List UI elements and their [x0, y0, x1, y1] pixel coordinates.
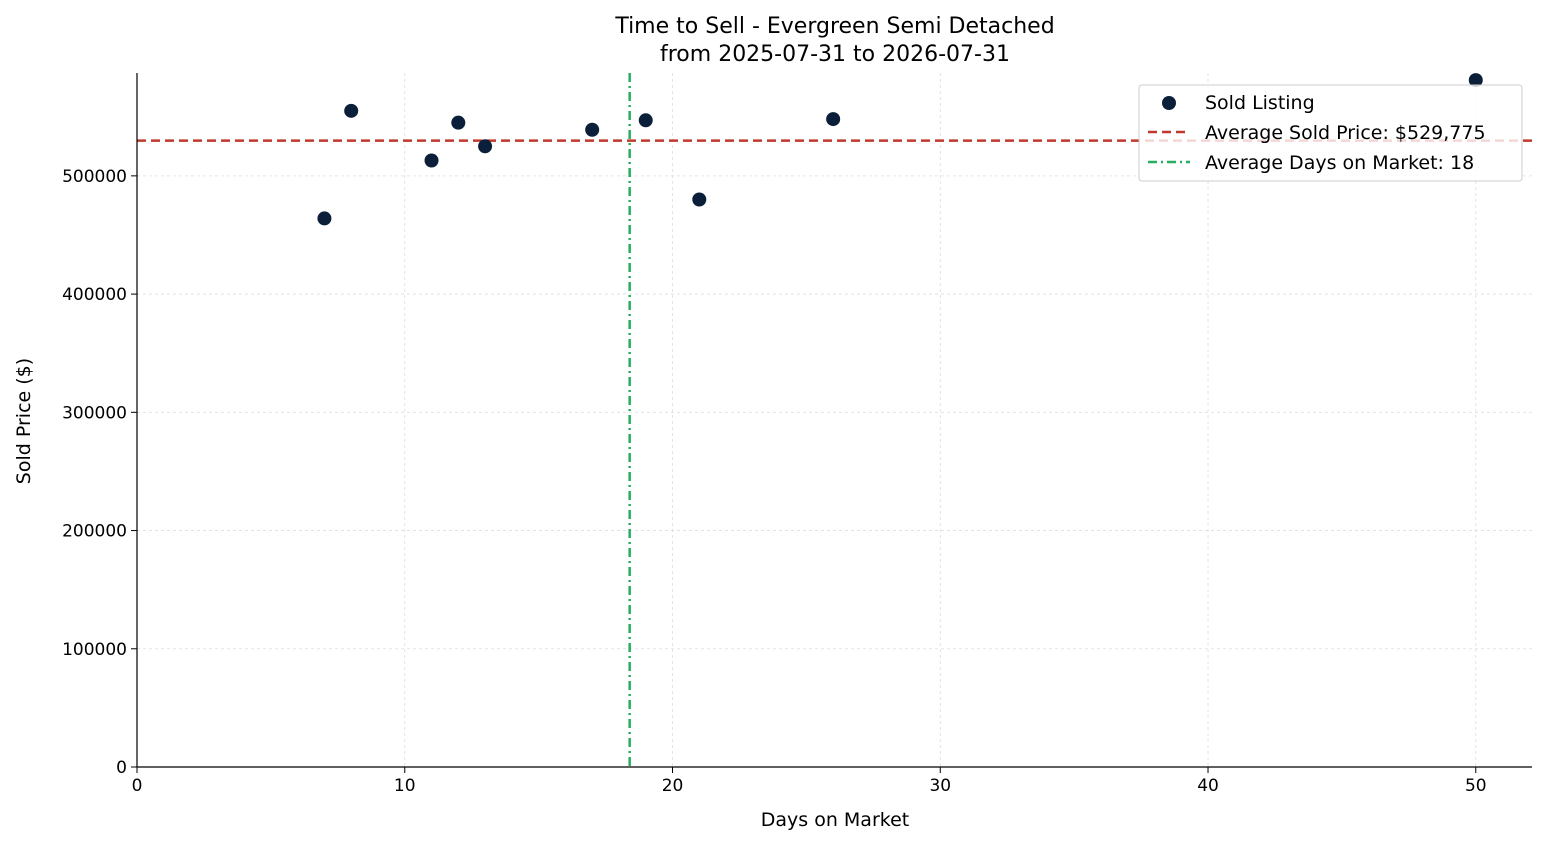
tick-labels: 0 10 20 30 40 50 0 100000 200000 300000 400000 5000… [62, 167, 1486, 796]
x-tick-label: 40 [1197, 776, 1219, 796]
y-tick-label: 500000 [62, 167, 127, 187]
data-point [585, 122, 600, 137]
y-tick-label: 0 [116, 758, 127, 778]
y-tick-label: 200000 [62, 522, 127, 542]
data-point [826, 112, 841, 127]
x-tick-label: 50 [1465, 776, 1487, 796]
x-tick-label: 30 [929, 776, 951, 796]
data-point [692, 192, 707, 207]
y-tick-label: 100000 [62, 640, 127, 660]
y-axis-label: Sold Price ($) [13, 358, 35, 484]
data-point [638, 113, 653, 128]
x-tick-label: 0 [132, 776, 143, 796]
data-point [451, 115, 466, 130]
data-points [317, 73, 1483, 226]
data-point [1468, 73, 1483, 88]
legend-label-average-price: Average Sold Price: $529,775 [1205, 122, 1486, 144]
x-axis-label: Days on Market [761, 809, 909, 831]
legend-box [1138, 84, 1523, 182]
x-tick-label: 10 [394, 776, 416, 796]
axes [131, 73, 1532, 773]
y-tick-label: 400000 [62, 285, 127, 305]
legend-marker-sold-listing [1162, 96, 1176, 110]
chart-title: Time to Sell - Evergreen Semi Detached [614, 14, 1054, 39]
legend-label-sold-listing: Sold Listing [1205, 92, 1315, 114]
data-point [317, 211, 332, 226]
legend: Sold Listing Average Sold Price: $529,77… [1138, 84, 1523, 182]
data-point [478, 139, 493, 154]
x-tick-label: 20 [662, 776, 684, 796]
data-point [424, 153, 439, 168]
chart-subtitle: from 2025-07-31 to 2026-07-31 [660, 42, 1010, 67]
legend-label-average-days: Average Days on Market: 18 [1205, 152, 1474, 174]
y-tick-label: 300000 [62, 403, 127, 423]
grid-layer [137, 73, 1532, 767]
data-point [344, 103, 359, 118]
